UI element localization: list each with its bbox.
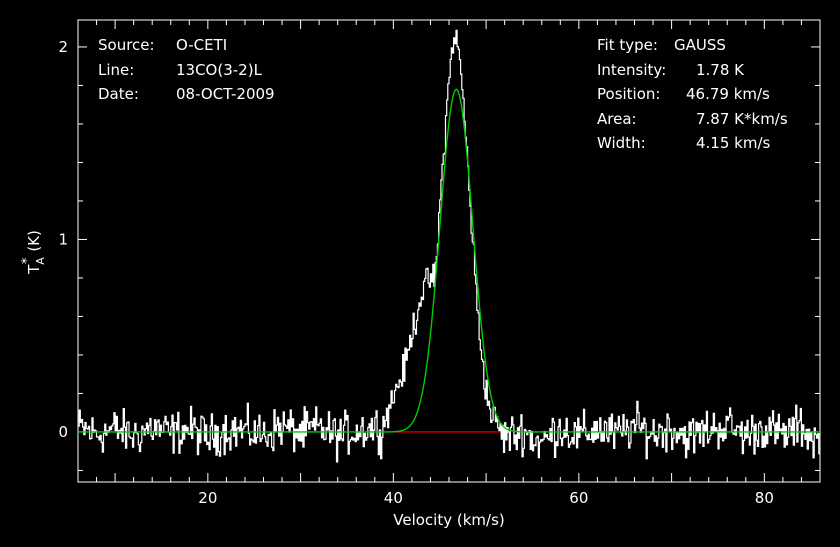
axis-tick-labels: 20 40 60 80 0 1 2 xyxy=(58,38,773,507)
source-value: O-CETI xyxy=(176,36,227,54)
y-axis-label-sub: A xyxy=(34,257,47,265)
y-axis-label-units: (K) xyxy=(25,230,43,252)
y-tick-label: 2 xyxy=(58,38,68,56)
y-axis-label-main: T xyxy=(25,264,43,275)
line-label: Line: xyxy=(98,61,134,79)
gaussian-fit-curve xyxy=(78,88,820,433)
area-label: Area: xyxy=(597,110,637,128)
fit-type-value: GAUSS xyxy=(674,36,726,54)
x-axis-label: Velocity (km/s) xyxy=(393,511,504,529)
position-label: Position: xyxy=(597,85,660,103)
width-value: 4.15 km/s xyxy=(696,134,771,152)
source-label: Source: xyxy=(98,36,155,54)
y-axis-label: TA* (K) xyxy=(20,230,47,275)
x-tick-label: 60 xyxy=(569,489,588,507)
y-tick-label: 1 xyxy=(58,230,68,248)
y-axis-label-sup: * xyxy=(20,257,35,264)
date-value: 08-OCT-2009 xyxy=(176,85,275,103)
line-value: 13CO(3-2)L xyxy=(176,61,263,79)
svg-text:TA*(K): TA* (K) xyxy=(20,230,47,275)
x-tick-label: 20 xyxy=(198,489,217,507)
y-tick-label: 0 xyxy=(58,423,68,441)
date-label: Date: xyxy=(98,85,139,103)
x-tick-label: 40 xyxy=(384,489,403,507)
position-value: 46.79 km/s xyxy=(686,85,770,103)
intensity-value: 1.78 K xyxy=(696,61,745,79)
spectrum-line xyxy=(78,29,820,463)
width-label: Width: xyxy=(597,134,646,152)
area-value: 7.87 K*km/s xyxy=(696,110,788,128)
x-tick-label: 80 xyxy=(755,489,774,507)
axis-ticks xyxy=(77,20,821,482)
intensity-label: Intensity: xyxy=(597,61,666,79)
fit-type-label: Fit type: xyxy=(597,36,658,54)
